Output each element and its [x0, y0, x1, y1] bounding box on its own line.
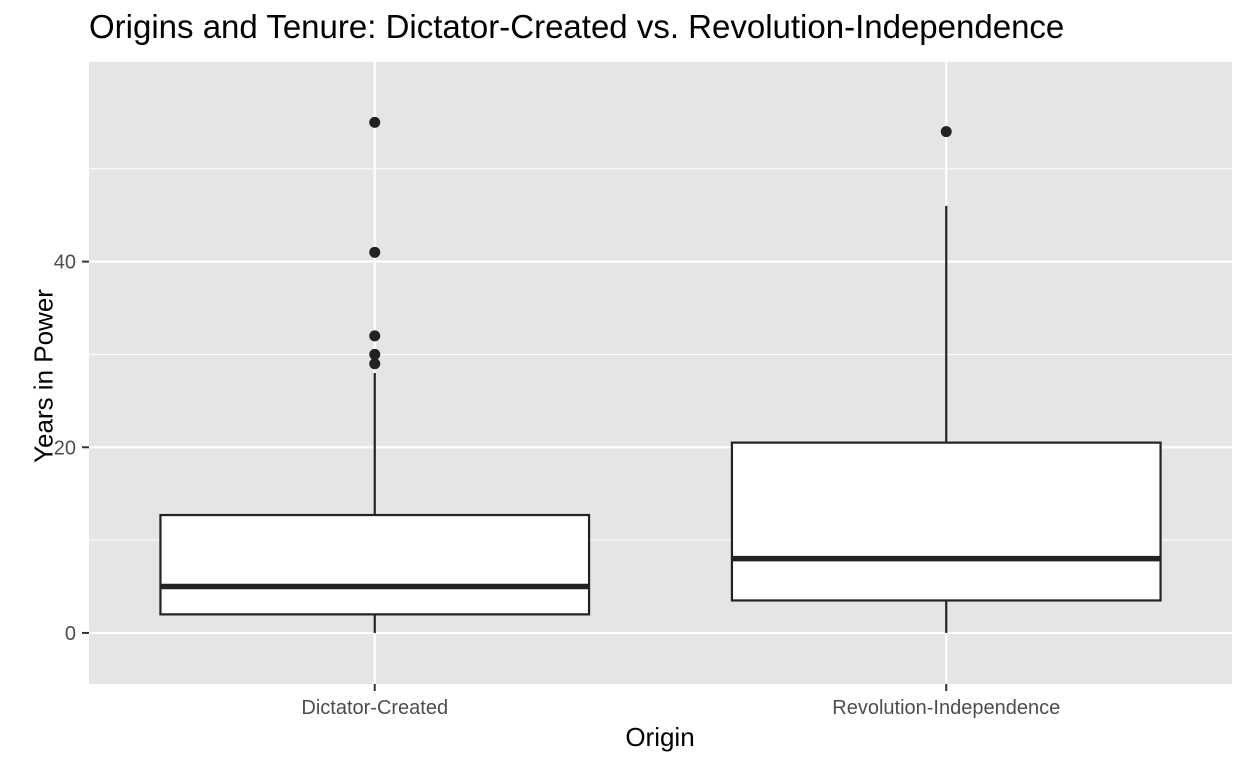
outlier-point: [369, 246, 381, 258]
outlier-point: [369, 116, 381, 128]
outlier-point: [940, 126, 952, 138]
x-axis-title: Origin: [625, 722, 695, 752]
outlier-point: [369, 348, 381, 360]
outlier-point: [369, 358, 381, 370]
y-tick-label: 0: [65, 623, 76, 645]
y-tick-label: 20: [54, 437, 76, 459]
x-tick-label: Dictator-Created: [301, 697, 448, 719]
x-tick-label: Revolution-Independence: [832, 697, 1060, 719]
outlier-point: [369, 330, 381, 342]
box: [730, 441, 1162, 602]
box: [159, 513, 591, 616]
y-axis-title: Years in Power: [28, 289, 59, 463]
chart-title: Origins and Tenure: Dictator-Created vs.…: [89, 8, 1065, 45]
y-tick-label: 40: [54, 252, 76, 274]
